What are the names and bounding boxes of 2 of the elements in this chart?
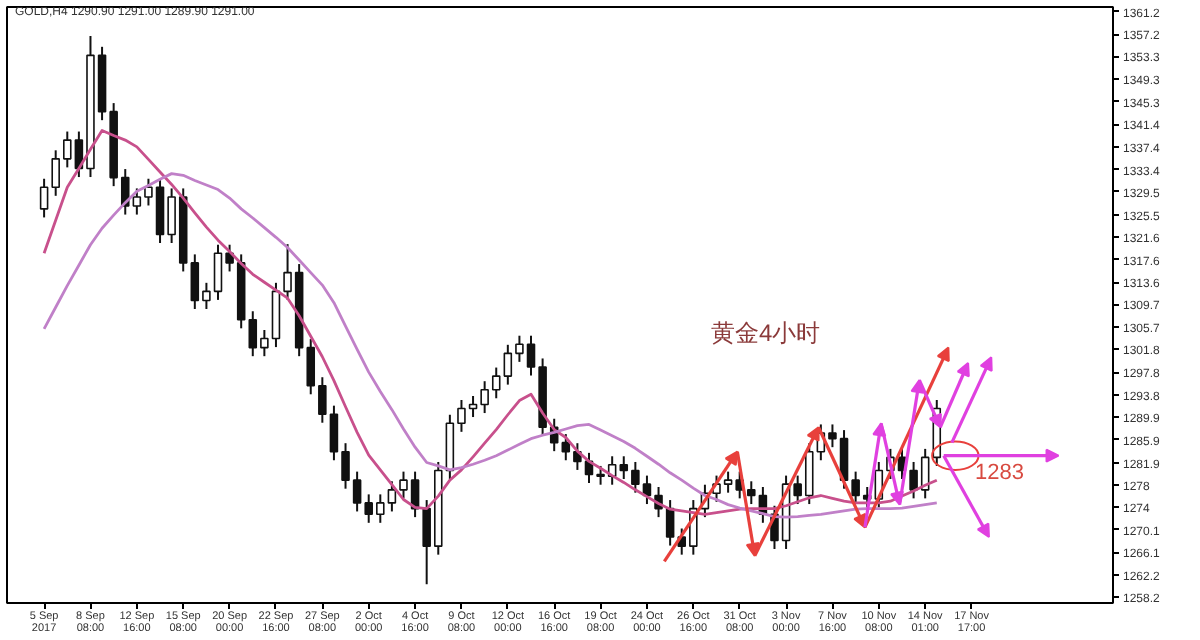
annotation: 1283 bbox=[975, 461, 1024, 485]
annotation: 黄金4小时 bbox=[711, 319, 821, 347]
